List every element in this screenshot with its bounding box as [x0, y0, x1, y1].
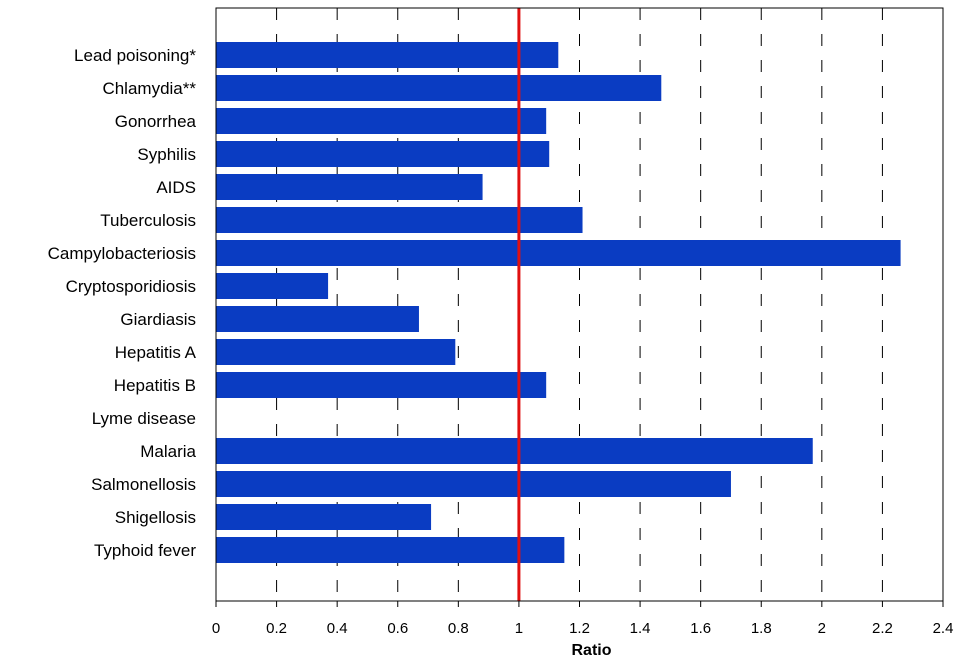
bar-6 [216, 240, 901, 266]
bar-7 [216, 273, 329, 299]
category-label-1: Chlamydia** [102, 79, 196, 98]
category-labels: Lead poisoning* Chlamydia** Gonorrhea Syphi… [48, 46, 197, 560]
bar-3 [216, 141, 550, 167]
category-label-5: Tuberculosis [100, 211, 196, 230]
x-tick-label-7: 1.4 [630, 620, 651, 637]
x-tick-label-5: 1 [515, 620, 523, 637]
category-label-7: Cryptosporidiosis [66, 277, 196, 296]
x-tick-label-11: 2.2 [872, 620, 893, 637]
x-tick-label-8: 1.6 [690, 620, 711, 637]
category-label-2: Gonorrhea [115, 112, 197, 131]
bar-1 [216, 75, 662, 101]
category-label-4: AIDS [156, 178, 196, 197]
bar-2 [216, 108, 547, 134]
bar-12 [216, 438, 813, 464]
category-label-9: Hepatitis A [115, 343, 197, 362]
x-tick-label-1: 0.2 [266, 620, 287, 637]
bars [216, 42, 901, 563]
category-label-11: Lyme disease [92, 409, 196, 428]
x-tick-label-12: 2.4 [933, 620, 954, 637]
category-label-13: Salmonellosis [91, 475, 196, 494]
x-tick-label-6: 1.2 [569, 620, 590, 637]
category-label-12: Malaria [140, 442, 196, 461]
category-label-15: Typhoid fever [94, 541, 196, 560]
bar-0 [216, 42, 559, 68]
bar-4 [216, 174, 483, 200]
category-label-6: Campylobacteriosis [48, 244, 196, 263]
category-label-8: Giardiasis [120, 310, 196, 329]
x-tick-label-10: 2 [818, 620, 826, 637]
category-label-10: Hepatitis B [114, 376, 196, 395]
bar-10 [216, 372, 547, 398]
bar-15 [216, 537, 565, 563]
category-label-0: Lead poisoning* [74, 46, 196, 65]
x-axis-title: Ratio [572, 642, 612, 659]
category-label-14: Shigellosis [115, 508, 196, 527]
x-tick-label-4: 0.8 [448, 620, 469, 637]
bar-8 [216, 306, 419, 332]
x-tick-label-9: 1.8 [751, 620, 772, 637]
bar-13 [216, 471, 731, 497]
bar-9 [216, 339, 456, 365]
x-tick-labels: 0 0.2 0.4 0.6 0.8 1 1.2 1.4 1.6 1.8 2 2.2 2.4 [212, 601, 954, 637]
x-tick-label-3: 0.6 [387, 620, 408, 637]
x-tick-label-2: 0.4 [327, 620, 348, 637]
x-tick-label-0: 0 [212, 620, 220, 637]
category-label-3: Syphilis [137, 145, 196, 164]
bar-14 [216, 504, 432, 530]
bar-5 [216, 207, 583, 233]
